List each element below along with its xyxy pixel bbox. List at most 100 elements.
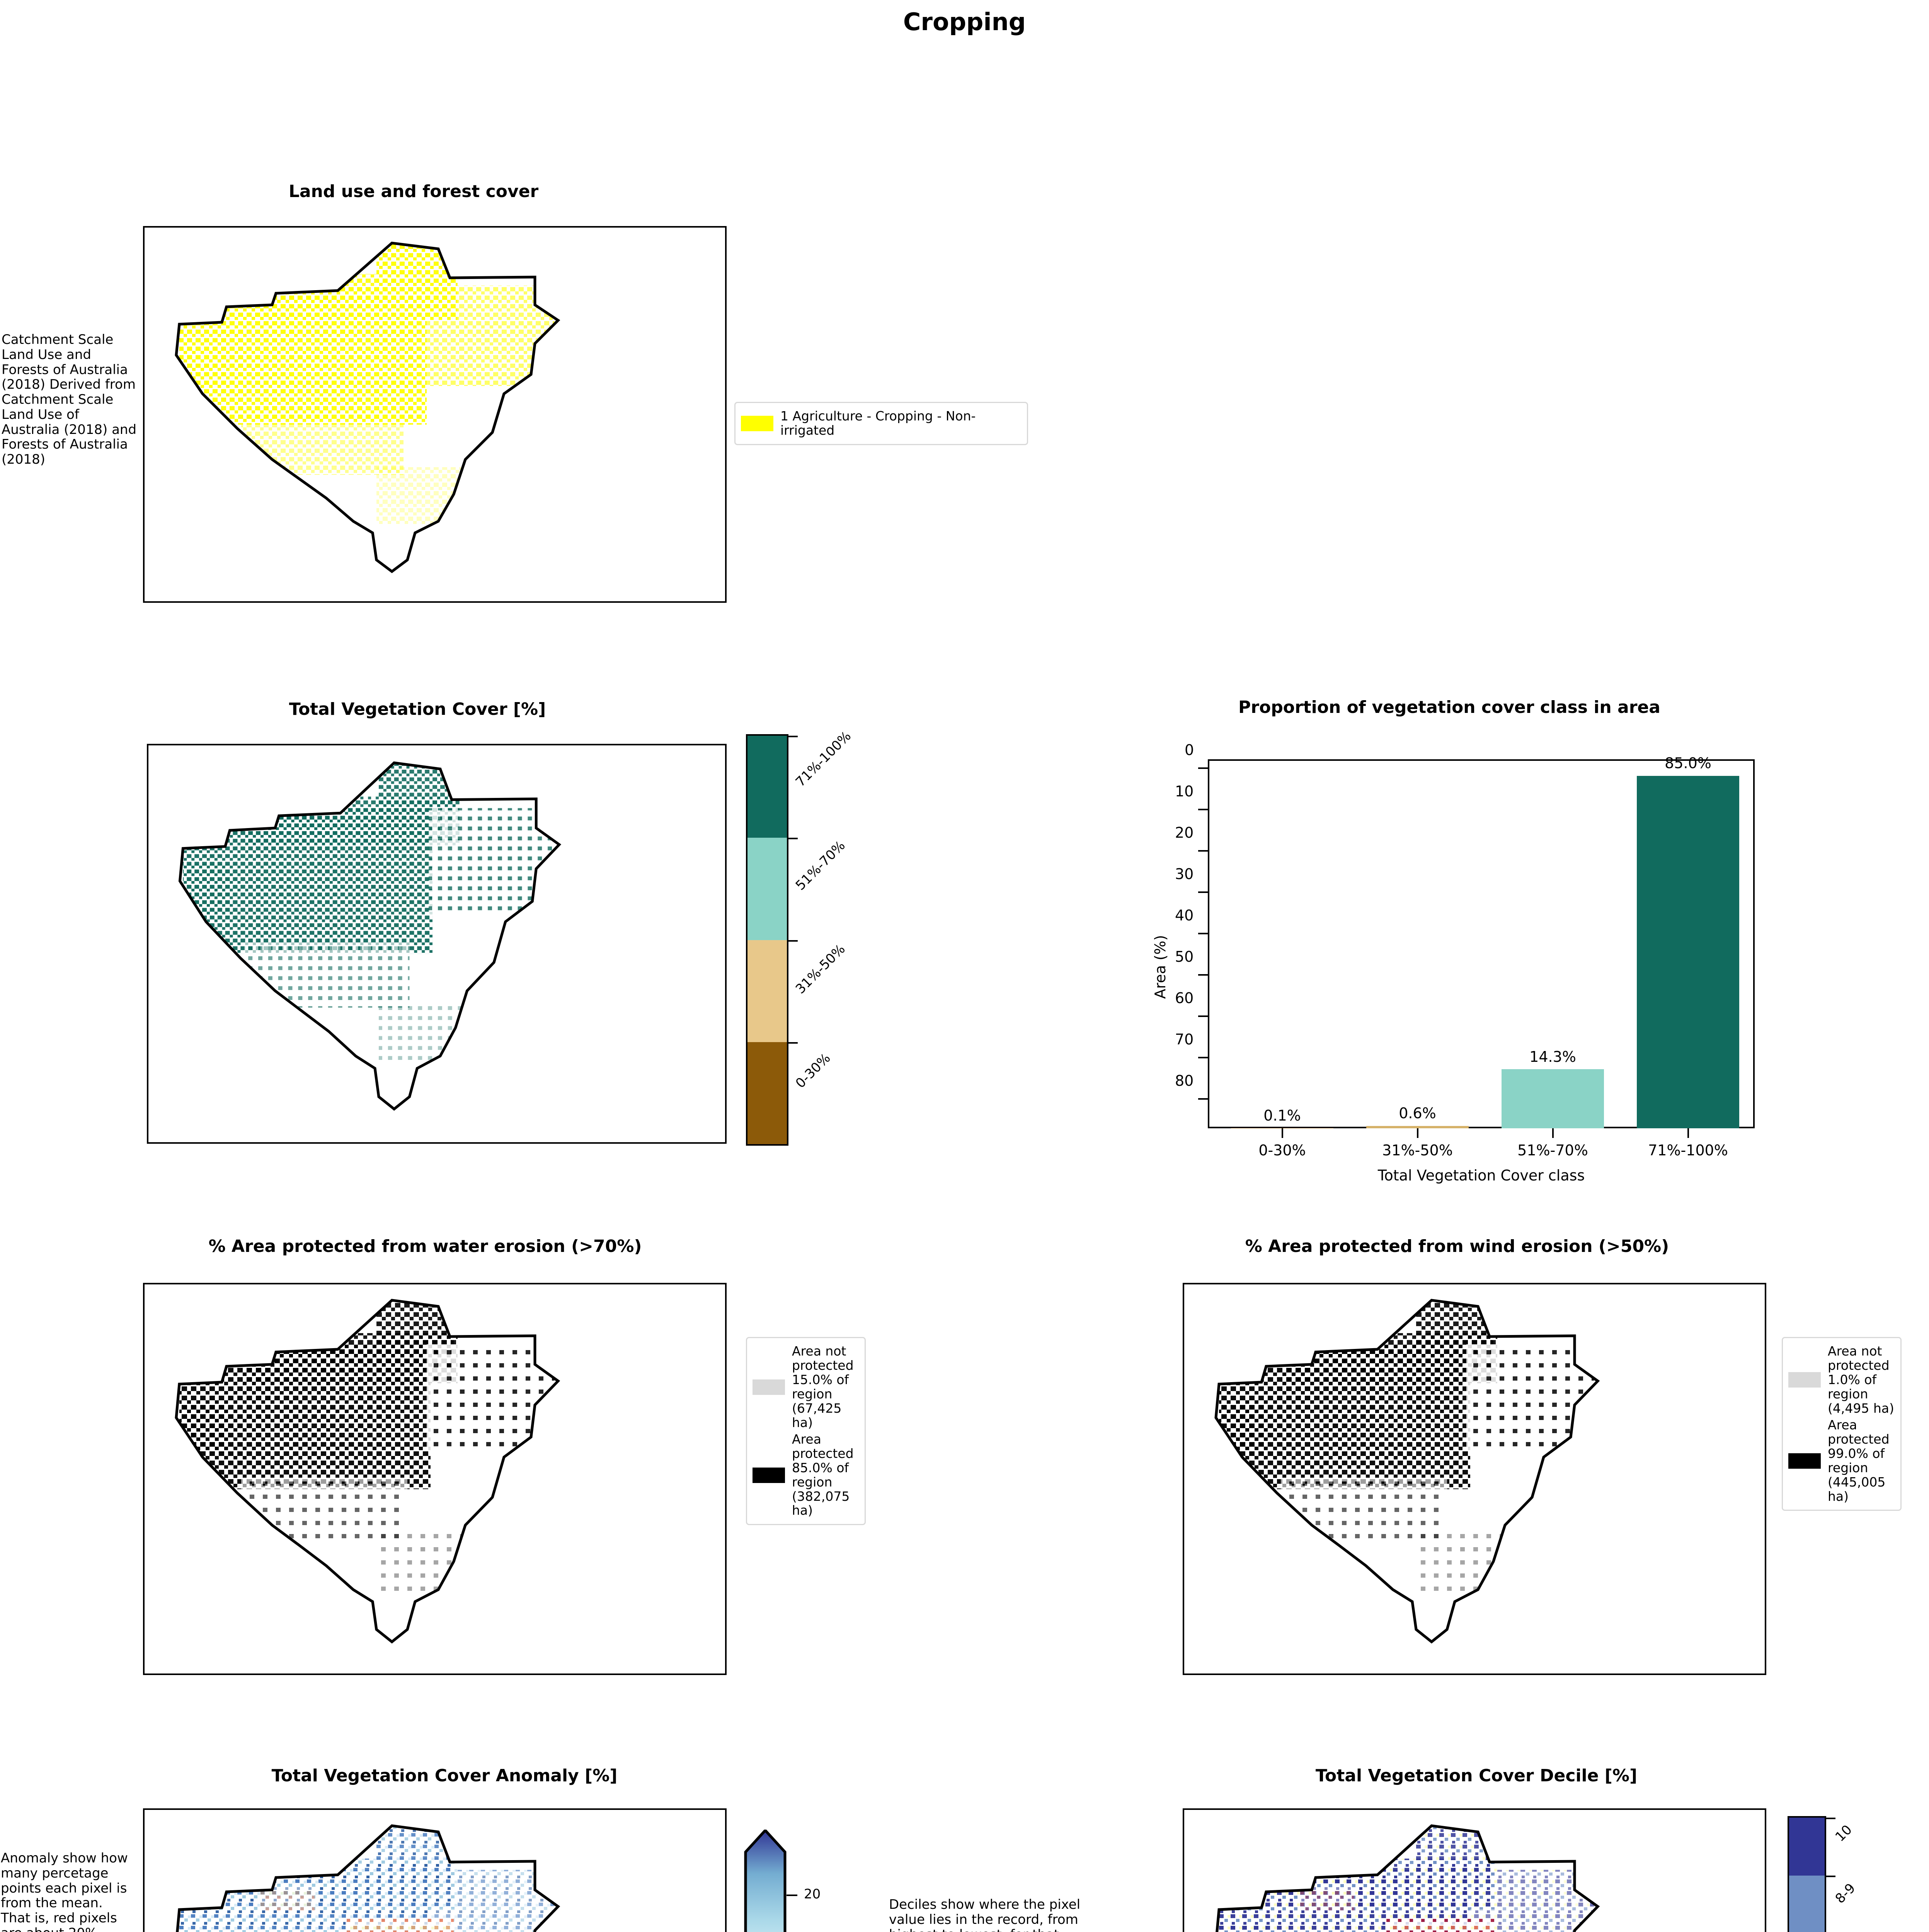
vegcover-panel-title: Total Vegetation Cover [%]: [289, 699, 546, 719]
legend-item: Area protected 85.0% of region (382,075 …: [753, 1432, 859, 1518]
y-tick: [1198, 767, 1208, 769]
y-tick-label-30: 30: [1175, 866, 1194, 883]
vegcover-map-canvas: [178, 761, 562, 1111]
bar-value-label-51-70: 14.3%: [1529, 1048, 1576, 1065]
wind-erosion-legend[interactable]: Area not protected 1.0% of region (4,495…: [1782, 1337, 1902, 1511]
decile-map[interactable]: [1183, 1808, 1766, 1932]
vegcover-cbar-label-31-50: 31%-50%: [792, 941, 848, 997]
y-tick-label-20: 20: [1175, 824, 1194, 841]
cbar-tick: [1825, 1875, 1835, 1877]
y-tick-label-80: 80: [1175, 1072, 1194, 1089]
y-tick: [1198, 1015, 1208, 1017]
anomaly-map[interactable]: [143, 1808, 727, 1932]
catchment-outline: [1214, 1299, 1600, 1644]
page-title: Cropping: [903, 8, 1026, 36]
not-protected-color-swatch: [753, 1379, 785, 1395]
wind-erosion-panel-title: % Area protected from wind erosion (>50%…: [1245, 1236, 1669, 1256]
x-tick-label-51-70: 51%-70%: [1517, 1142, 1588, 1159]
decile-note: Deciles show where the pixel value lies …: [889, 1897, 1081, 1932]
landuse-legend[interactable]: 1 Agriculture - Cropping - Non-irrigated: [734, 402, 1028, 445]
bar-71-100[interactable]: [1637, 776, 1739, 1128]
x-tick: [1552, 1128, 1554, 1138]
water-erosion-legend[interactable]: Area not protected 15.0% of region (67,4…: [746, 1337, 866, 1526]
decile-panel-title: Total Vegetation Cover Decile [%]: [1315, 1766, 1638, 1786]
y-axis-title: Area (%): [1152, 935, 1169, 999]
legend-item: Area not protected 15.0% of region (67,4…: [753, 1344, 859, 1430]
x-tick-label-0-30: 0-30%: [1258, 1142, 1306, 1159]
proportion-bar-chart[interactable]: 80 70 60 50 40 30 20 10 0 0.1% 0.6% 14.3…: [1136, 742, 1782, 1200]
y-tick-label-70: 70: [1175, 1031, 1194, 1048]
y-tick: [1198, 933, 1208, 934]
bar-value-label-0-30: 0.1%: [1263, 1107, 1301, 1124]
cbar-tick: [787, 838, 798, 840]
y-tick: [1198, 1057, 1208, 1058]
cbar-seg-8-9: [1789, 1875, 1825, 1932]
bar-value-label-71-100: 85.0%: [1665, 755, 1711, 772]
catchment-outline: [176, 1824, 560, 1932]
x-tick-label-31-50: 31%-50%: [1382, 1142, 1453, 1159]
vegcover-cbar-label-0-30: 0-30%: [792, 1050, 834, 1092]
catchment-outline: [175, 1299, 560, 1644]
protected-color-swatch: [753, 1467, 785, 1483]
legend-item: Area protected 99.0% of region (445,005 …: [1788, 1418, 1895, 1504]
cbar-seg-51-70: [747, 838, 787, 940]
anomaly-cbar-label-20: 20: [804, 1886, 821, 1902]
bar-31-50[interactable]: [1366, 1126, 1469, 1128]
legend-item-label: 1 Agriculture - Cropping - Non-irrigated: [780, 408, 976, 438]
vegcover-cbar-label-71-100: 71%-100%: [792, 728, 854, 790]
not-protected-color-swatch: [1788, 1372, 1821, 1388]
y-tick-label-10: 10: [1175, 783, 1194, 800]
legend-item-label: Area not protected 1.0% of region (4,495…: [1828, 1344, 1894, 1416]
x-tick-label-71-100: 71%-100%: [1648, 1142, 1728, 1159]
water-erosion-map[interactable]: [143, 1283, 727, 1675]
anomaly-note: Anomaly show how many percetage points e…: [1, 1850, 128, 1932]
anomaly-cbar-tick: [787, 1895, 797, 1896]
anomaly-map-canvas: [176, 1824, 560, 1932]
cbar-tick: [1825, 1818, 1835, 1819]
x-tick: [1687, 1128, 1689, 1138]
decile-colorbar[interactable]: [1788, 1816, 1835, 1932]
legend-item: Area not protected 1.0% of region (4,495…: [1788, 1344, 1895, 1416]
anomaly-colorbar-canvas: [744, 1830, 787, 1932]
legend-item: 1 Agriculture - Cropping - Non-irrigated: [741, 409, 1022, 438]
y-tick-label-40: 40: [1175, 907, 1194, 924]
y-tick: [1198, 809, 1208, 810]
landuse-map[interactable]: [143, 226, 727, 603]
catchment-outline: [175, 242, 560, 573]
cbar-seg-71-100: [747, 736, 787, 838]
catchment-outline: [178, 761, 562, 1111]
legend-item-label: Area protected 85.0% of region (382,075 …: [792, 1431, 854, 1518]
protected-color-swatch: [1788, 1453, 1821, 1469]
cbar-tick: [787, 940, 798, 942]
anomaly-colorbar[interactable]: [744, 1830, 787, 1932]
bar-chart-title: Proportion of vegetation cover class in …: [1238, 697, 1660, 717]
bar-51-70[interactable]: [1502, 1069, 1604, 1128]
cbar-seg-10: [1789, 1818, 1825, 1876]
y-tick: [1198, 1098, 1208, 1100]
decile-cbar-label-10: 10: [1832, 1822, 1855, 1845]
y-tick: [1198, 974, 1208, 976]
x-axis-title: Total Vegetation Cover class: [1377, 1167, 1585, 1184]
bar-value-label-31-50: 0.6%: [1399, 1105, 1436, 1122]
catchment-outline: [1216, 1824, 1600, 1932]
vegcover-cbar-label-51-70: 51%-70%: [792, 838, 848, 894]
cbar-seg-0-30: [747, 1042, 787, 1144]
x-tick: [1417, 1128, 1418, 1138]
vegcover-map[interactable]: [147, 744, 727, 1144]
anomaly-panel-title: Total Vegetation Cover Anomaly [%]: [271, 1766, 618, 1786]
landuse-source-note: Catchment Scale Land Use and Forests of …: [2, 332, 137, 467]
y-tick-label-0: 0: [1185, 742, 1194, 759]
y-tick: [1198, 891, 1208, 893]
y-tick-label-60: 60: [1175, 990, 1194, 1007]
water-erosion-map-canvas: [175, 1299, 560, 1644]
cbar-tick: [787, 736, 798, 737]
y-tick-label-50: 50: [1175, 948, 1194, 965]
wind-erosion-map[interactable]: [1183, 1283, 1766, 1675]
cbar-tick: [787, 1042, 798, 1044]
vegcover-colorbar[interactable]: [746, 734, 798, 1146]
legend-item-label: Area protected 99.0% of region (445,005 …: [1828, 1417, 1890, 1504]
landuse-map-canvas: [175, 242, 560, 573]
y-tick: [1198, 850, 1208, 852]
legend-item-label: Area not protected 15.0% of region (67,4…: [792, 1344, 854, 1430]
wind-erosion-map-canvas: [1214, 1299, 1600, 1644]
